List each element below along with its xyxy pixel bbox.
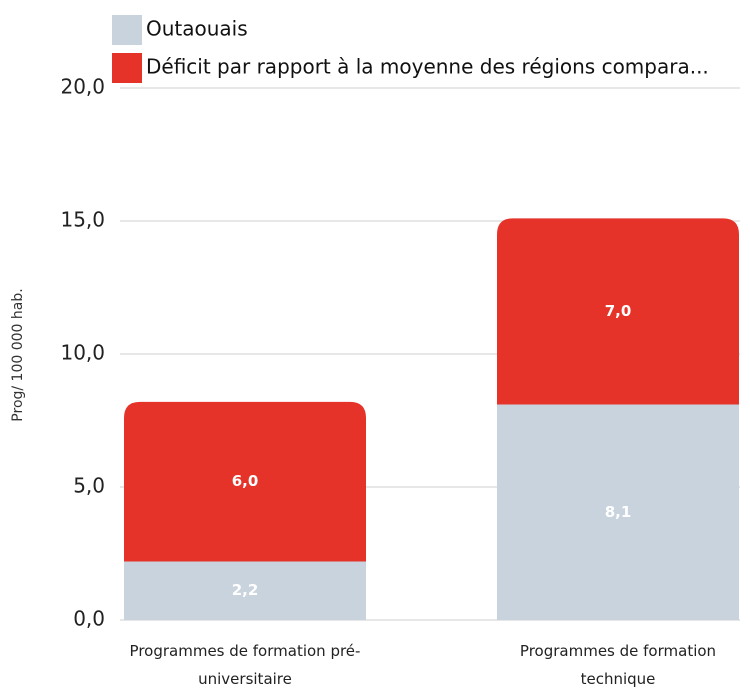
bar-segment — [124, 561, 366, 620]
data-label: 8,1 — [605, 503, 632, 521]
data-label: 6,0 — [232, 472, 259, 490]
y-tick-label: 15,0 — [60, 208, 105, 232]
legend-label: Déficit par rapport à la moyenne des rég… — [146, 55, 709, 79]
data-label: 7,0 — [605, 302, 632, 320]
y-tick-label: 20,0 — [60, 75, 105, 99]
y-tick-label: 0,0 — [73, 607, 105, 631]
bar-segment — [124, 401, 366, 562]
bar-segment — [497, 218, 739, 405]
legend-swatch — [112, 53, 142, 83]
x-tick-label: Programmes de formation technique — [519, 642, 717, 688]
data-label: 2,2 — [232, 581, 259, 599]
y-tick-label: 10,0 — [60, 341, 105, 365]
y-tick-label: 5,0 — [73, 474, 105, 498]
legend-swatch — [112, 15, 142, 45]
y-axis-label: Prog/ 100 000 hab. — [10, 288, 26, 421]
legend-label: Outaouais — [146, 17, 248, 41]
x-tick-label: Programmes de formation pré-universitair… — [129, 642, 361, 688]
bar-segment — [497, 404, 739, 620]
